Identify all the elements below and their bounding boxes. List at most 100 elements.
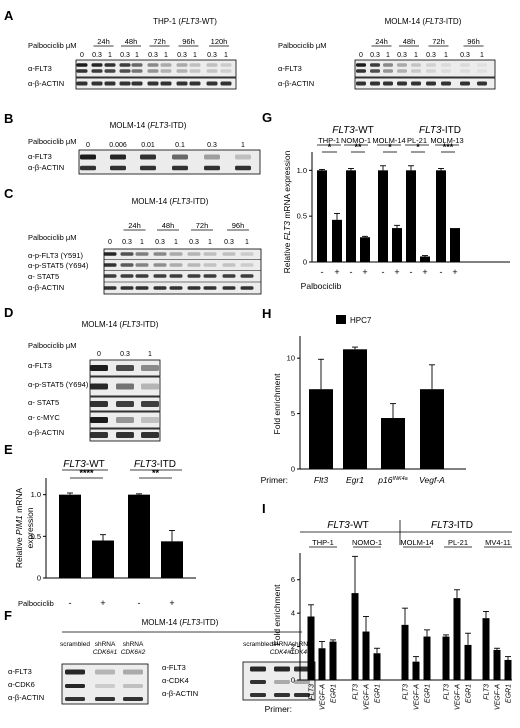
band-actin xyxy=(240,286,254,290)
x-axis-label: Primer: xyxy=(261,475,288,485)
bar xyxy=(401,624,409,680)
band-flt3-lower xyxy=(383,69,393,73)
dose-label: 0.3 xyxy=(397,52,407,59)
band-actin xyxy=(356,81,366,86)
panel-a-right-blot-actin xyxy=(354,77,496,90)
band-flt3-upper xyxy=(397,63,407,67)
band xyxy=(141,401,159,407)
panel-f-left-row-flt3: α-FLT3 xyxy=(8,667,32,676)
y-label-post: mRNA expression xyxy=(282,150,292,221)
panel-a-left-blot-flt3 xyxy=(75,59,237,78)
panel-f-title: MOLM-14 (FLT3-ITD) xyxy=(142,618,219,627)
column-label: shRNA xyxy=(272,641,293,648)
band xyxy=(116,383,134,390)
band-pflt3 xyxy=(222,252,236,256)
panel-d-dose-labels: 0 0.3 1 xyxy=(97,351,152,358)
panel-c-row-stat5: α- STAT5 xyxy=(28,272,59,281)
column-label: shRNA xyxy=(123,641,144,648)
time-label: 72h xyxy=(196,221,209,230)
group-label-gene: FLT3 xyxy=(332,125,355,136)
panel-letter-a: A xyxy=(4,8,14,23)
band-flt3-upper xyxy=(426,63,436,67)
band-flt3-lower xyxy=(220,69,232,73)
band-actin xyxy=(235,165,251,171)
band-actin xyxy=(104,81,116,86)
x-tick-label: VEGF-A xyxy=(455,684,462,710)
time-label: 24h xyxy=(97,37,110,46)
dose-label: 1 xyxy=(245,239,249,246)
cell-line-label: NOMO-1 xyxy=(352,538,382,547)
band-flt3 xyxy=(294,666,310,672)
band-flt3-upper xyxy=(91,63,103,67)
y-tick-label: 0 xyxy=(291,465,295,474)
band-stat5 xyxy=(120,274,134,278)
dose-label: 0.006 xyxy=(109,142,127,149)
cell-line-label: PL-21 xyxy=(407,136,427,145)
y-label-post: mRNA xyxy=(14,488,24,516)
y-tick-label: 0.5 xyxy=(297,212,307,221)
time-label: 72h xyxy=(153,37,166,46)
time-label: 96h xyxy=(182,37,195,46)
bar xyxy=(307,616,315,680)
dose-label: 0.3 xyxy=(120,351,130,358)
dose-label: 0.3 xyxy=(189,239,199,246)
column-sublabel: CDK6#1 xyxy=(93,649,118,656)
dose-label: 1 xyxy=(193,52,197,59)
band-cdk4 xyxy=(294,680,310,684)
band-flt3-lower xyxy=(411,69,421,73)
x-axis-label: Palbociclib xyxy=(18,599,54,608)
band-pstat5 xyxy=(153,263,167,267)
x-tick-label: VEGF-A xyxy=(414,684,421,710)
group-label: FLT3-WT xyxy=(327,520,369,531)
band-flt3 xyxy=(80,154,96,160)
significance-label: ** xyxy=(354,142,362,152)
band-stat5 xyxy=(240,274,254,278)
panel-a-left-bands xyxy=(76,63,232,86)
x-tick-label: - xyxy=(350,267,353,277)
band-flt3 xyxy=(110,154,126,160)
panel-b-drug-label: Palbociclib μM xyxy=(28,137,77,146)
y-tick-label: 0 xyxy=(37,574,41,583)
band-flt3-lower xyxy=(131,69,143,73)
dose-label: 1 xyxy=(164,52,168,59)
bar xyxy=(351,593,359,680)
x-tick-label: FLT3 xyxy=(484,684,491,700)
band-cdk6 xyxy=(123,684,143,688)
panel-d-row-actin: α-β-ACTIN xyxy=(28,428,64,437)
band-actin xyxy=(411,81,421,86)
band-actin xyxy=(477,81,487,86)
band-actin xyxy=(203,286,217,290)
band xyxy=(141,365,159,371)
dose-label: 1 xyxy=(386,52,390,59)
band-flt3 xyxy=(65,669,85,675)
panel-d-title: MOLM-14 (FLT3-ITD) xyxy=(82,320,159,329)
dose-label: 0.3 xyxy=(148,52,158,59)
band-flt3-upper xyxy=(220,63,232,67)
x-tick-label: FLT3 xyxy=(353,684,360,700)
panel-letter-i: I xyxy=(262,501,266,516)
group-label: FLT3-ITD xyxy=(431,520,473,531)
group-label-suffix: -WT xyxy=(355,125,374,136)
bar xyxy=(493,649,501,680)
bar xyxy=(453,598,461,680)
dose-label: 1 xyxy=(148,351,152,358)
x-tick-label: + xyxy=(452,267,457,277)
x-tick-label: EGR1 xyxy=(375,684,382,703)
bar xyxy=(373,653,381,680)
group-label-suffix: -WT xyxy=(86,459,105,470)
dose-label: 0 xyxy=(359,52,363,59)
band-pstat5 xyxy=(203,263,217,267)
panel-c-row-pstat5: α-p-STAT5 (Y694) xyxy=(28,261,89,270)
x-tick-label: VEGF-A xyxy=(495,684,502,710)
band-pflt3 xyxy=(120,252,134,256)
band-actin xyxy=(103,286,117,290)
bar xyxy=(59,494,81,578)
panel-b-row-actin: α-β-ACTIN xyxy=(28,163,64,172)
band-actin xyxy=(441,81,451,86)
band-flt3-upper xyxy=(131,63,143,67)
band-pflt3 xyxy=(103,252,117,256)
band xyxy=(116,417,134,423)
